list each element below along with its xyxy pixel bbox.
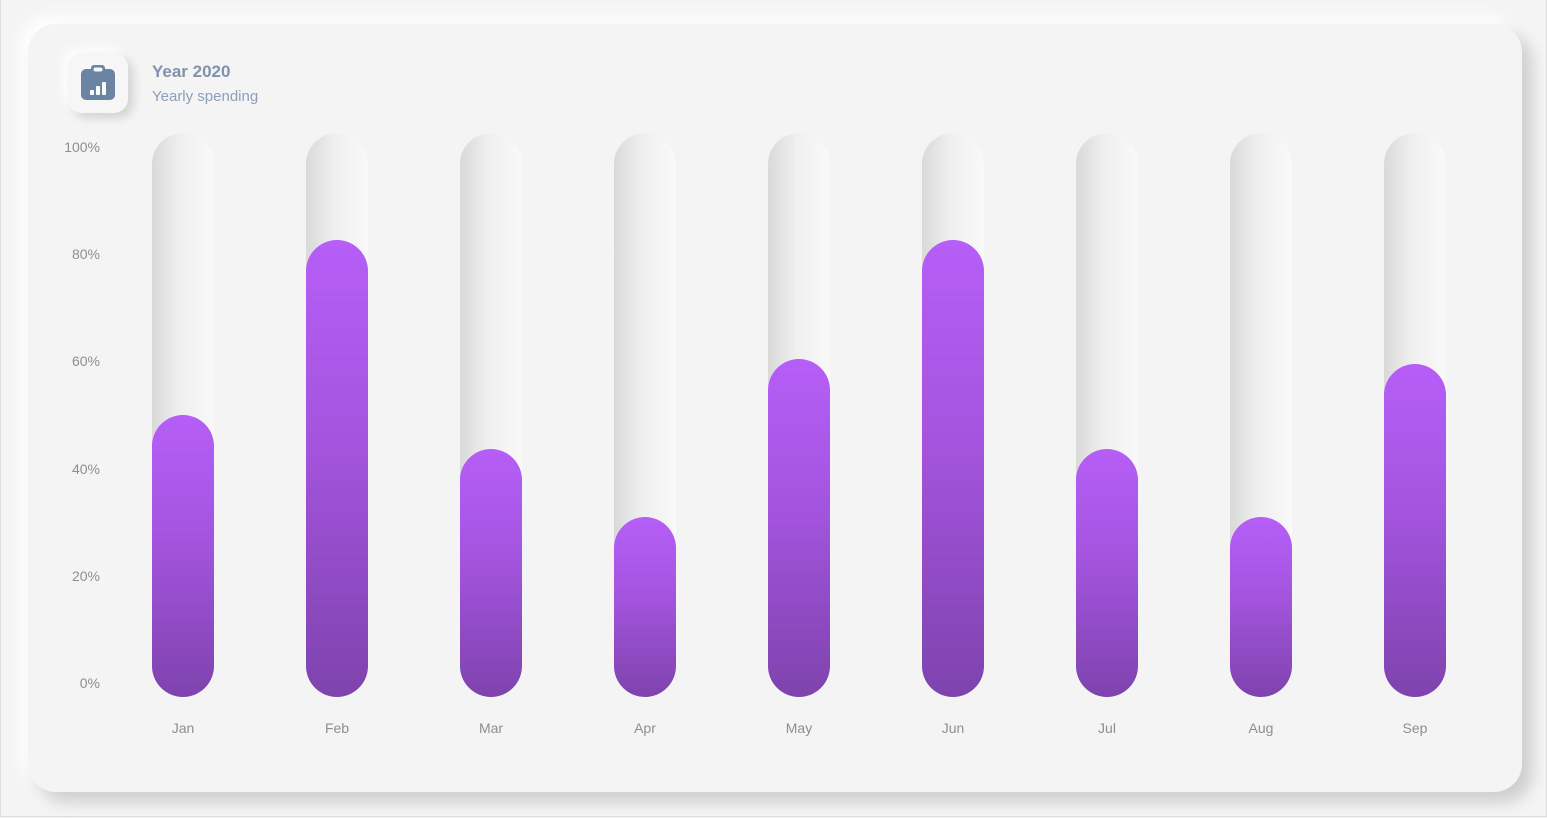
x-tick-label: Feb	[324, 720, 350, 736]
y-tick-label: 80%	[71, 246, 100, 263]
bar-may[interactable]	[768, 358, 830, 697]
y-tick-label: 100%	[64, 139, 100, 155]
x-tick-label: Apr	[634, 720, 656, 736]
y-tick-label: 60%	[71, 353, 100, 370]
bar-apr[interactable]	[614, 516, 676, 697]
bar-aug[interactable]	[1230, 516, 1292, 697]
x-tick-label: Jan	[171, 720, 195, 736]
chart-title: Year 2020	[152, 62, 231, 81]
x-tick-label: May	[785, 720, 813, 736]
bar-mar[interactable]	[460, 448, 522, 697]
y-tick-label: 0%	[79, 675, 100, 691]
bar-sep[interactable]	[1384, 364, 1446, 697]
bar-jan[interactable]	[152, 415, 214, 697]
bar-feb[interactable]	[306, 240, 368, 697]
x-tick-label: Sep	[1402, 720, 1428, 736]
clipboard-chart-icon	[81, 65, 115, 100]
x-tick-label: Jun	[941, 720, 965, 736]
header-icon-box	[68, 53, 128, 113]
x-tick-label: Aug	[1248, 720, 1274, 736]
x-tick-label: Jul	[1098, 720, 1116, 736]
x-tick-label: Mar	[478, 720, 504, 736]
bar-jun[interactable]	[922, 240, 984, 697]
y-tick-label: 20%	[71, 567, 100, 584]
bar-jul[interactable]	[1076, 448, 1138, 697]
y-tick-label: 40%	[71, 460, 100, 477]
chart-subtitle: Yearly spending	[152, 88, 259, 105]
